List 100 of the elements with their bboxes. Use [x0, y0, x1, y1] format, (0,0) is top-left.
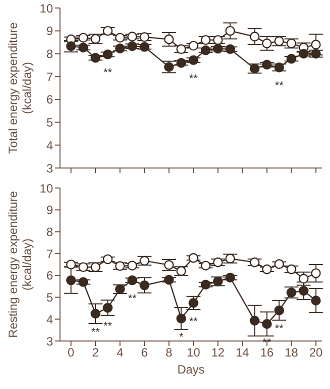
y-tick-label: 9 — [46, 203, 54, 218]
point — [102, 254, 113, 264]
point — [225, 44, 236, 54]
y-tick-label: 5 — [46, 116, 54, 130]
point — [200, 45, 211, 56]
point — [250, 257, 260, 268]
point — [78, 42, 88, 52]
point — [140, 42, 150, 52]
y-axis-title: Resting energy expenditure (kcal/day) — [6, 190, 34, 338]
point — [213, 44, 223, 54]
y-tick-label: 8 — [46, 46, 54, 61]
point — [298, 274, 309, 284]
point — [213, 276, 223, 286]
point — [274, 306, 284, 316]
point — [310, 40, 321, 50]
point — [102, 302, 113, 313]
point — [213, 35, 223, 45]
point — [115, 32, 125, 43]
point — [78, 262, 88, 272]
point — [115, 284, 125, 294]
point — [310, 48, 321, 59]
point — [140, 256, 150, 266]
annotation: ** — [103, 67, 113, 80]
point — [127, 32, 138, 42]
y-tick-label: 8 — [46, 224, 54, 239]
x-axis-title: Days — [177, 362, 205, 377]
point — [298, 48, 309, 59]
y-tick-label: 6 — [46, 92, 54, 107]
point — [90, 308, 100, 319]
y-tick-label: 4 — [46, 312, 54, 326]
point — [90, 52, 100, 63]
x-tick-label: 10 — [186, 346, 200, 360]
annotation: * — [179, 331, 184, 344]
point — [200, 260, 211, 270]
annotation: ** — [274, 323, 284, 336]
y-tick-label: 3 — [46, 334, 54, 348]
point — [310, 268, 321, 278]
annotation: ** — [189, 316, 198, 328]
point — [90, 34, 100, 44]
annotation: ** — [91, 326, 101, 338]
x-tick-label: 8 — [166, 346, 173, 360]
point — [115, 44, 125, 54]
point — [102, 26, 113, 36]
point — [78, 277, 88, 287]
point — [164, 62, 174, 72]
point — [225, 272, 236, 283]
point — [262, 60, 272, 70]
point — [286, 288, 296, 298]
point — [200, 280, 211, 290]
point — [262, 264, 272, 274]
point — [127, 275, 138, 286]
point — [286, 54, 296, 64]
annotation: ** — [189, 72, 198, 85]
annotation: ** — [128, 293, 138, 306]
point — [164, 260, 174, 270]
x-tick-label: 0 — [68, 346, 75, 360]
y-tick-label: 7 — [46, 246, 54, 261]
point — [188, 55, 198, 66]
point — [274, 62, 284, 72]
x-tick-label: 18 — [284, 346, 298, 360]
y-tick-label: 9 — [46, 24, 54, 38]
annotation: ** — [103, 320, 113, 333]
point — [298, 286, 309, 296]
point — [262, 38, 272, 48]
y-tick-label: 5 — [46, 290, 54, 305]
point — [66, 275, 76, 286]
x-tick-label: 12 — [211, 346, 225, 360]
point — [250, 316, 260, 326]
point — [286, 264, 296, 274]
y-axis-title: Total energy expenditure (kcal/day) — [6, 22, 34, 154]
y-tick-label: 10 — [40, 1, 54, 16]
point — [164, 34, 174, 44]
point — [176, 266, 186, 276]
y-tick-label: 10 — [40, 181, 54, 196]
point — [66, 260, 76, 270]
y-tick-label: 3 — [46, 161, 54, 176]
x-tick-label: 20 — [309, 346, 323, 360]
point — [176, 58, 186, 68]
point — [90, 262, 100, 272]
point — [127, 260, 138, 270]
point — [286, 38, 296, 48]
point — [188, 253, 198, 263]
y-tick-label: 4 — [46, 138, 54, 152]
point — [188, 40, 198, 51]
point — [213, 257, 223, 268]
point — [225, 26, 236, 36]
x-tick-label: 4 — [116, 346, 124, 360]
x-tick-label: 14 — [236, 346, 250, 360]
point — [176, 314, 186, 324]
point — [164, 274, 174, 285]
point — [262, 319, 272, 329]
point — [188, 298, 198, 308]
point — [78, 32, 88, 43]
point — [115, 261, 125, 271]
point — [225, 254, 236, 264]
point — [102, 50, 113, 60]
point — [274, 259, 284, 269]
point — [140, 32, 150, 42]
y-tick-label: 7 — [46, 70, 54, 84]
point — [274, 36, 284, 46]
